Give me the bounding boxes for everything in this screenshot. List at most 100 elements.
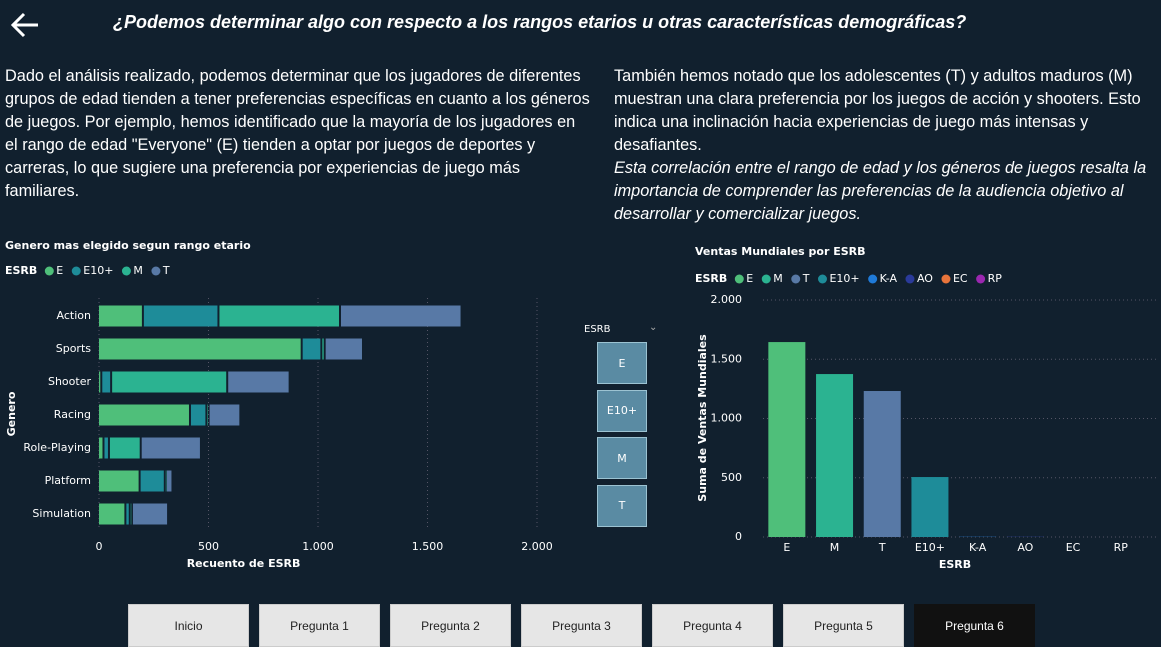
x-tick-label: 500: [198, 540, 219, 553]
legend-title: ESRB: [5, 264, 37, 277]
chart-title: Ventas Mundiales por ESRB: [695, 245, 866, 258]
bar-segment: [132, 503, 168, 525]
bar-segment: [165, 470, 167, 492]
bar: [863, 391, 901, 537]
x-tick-label: E10+: [915, 541, 945, 554]
nav-button[interactable]: Pregunta 2: [390, 604, 511, 647]
y-tick-label: 1.500: [711, 352, 743, 365]
x-axis-label: Recuento de ESRB: [187, 557, 301, 570]
x-tick-label: 1.500: [412, 540, 444, 553]
bar: [816, 374, 854, 537]
y-tick-label: Simulation: [32, 507, 91, 520]
x-tick-label: E: [783, 541, 790, 554]
bar-segment: [340, 305, 461, 327]
legend-marker: [868, 274, 878, 284]
legend-marker: [121, 266, 131, 276]
y-tick-label: 1.000: [711, 412, 743, 425]
nav-button[interactable]: Pregunta 4: [652, 604, 773, 647]
legend-label: E10+: [829, 272, 859, 285]
y-tick-label: 0: [735, 530, 742, 543]
x-tick-label: M: [830, 541, 840, 554]
nav-button[interactable]: Pregunta 5: [783, 604, 904, 647]
legend-marker: [151, 266, 161, 276]
x-tick-label: 1.000: [302, 540, 334, 553]
x-tick-label: T: [878, 541, 886, 554]
slicer-option[interactable]: M: [597, 437, 647, 479]
y-tick-label: Platform: [45, 474, 91, 487]
x-tick-label: RP: [1114, 541, 1129, 554]
y-tick-label: Shooter: [48, 375, 91, 388]
slicer-option[interactable]: T: [597, 484, 647, 527]
bar-segment: [322, 338, 324, 360]
bar-segment: [99, 371, 101, 393]
legend-label: RP: [988, 272, 1003, 285]
legend-label: K-A: [880, 272, 898, 285]
y-tick-label: Action: [57, 309, 91, 322]
bar-segment: [99, 503, 125, 525]
bar-segment: [99, 404, 189, 426]
legend-marker: [791, 274, 801, 284]
paragraph: Dado el análisis realizado, podemos dete…: [5, 67, 590, 200]
bar-segment: [104, 437, 108, 459]
x-tick-label: K-A: [969, 541, 987, 554]
legend-marker: [71, 266, 81, 276]
bar-segment: [209, 404, 240, 426]
bar-segment: [126, 503, 129, 525]
legend-marker: [905, 274, 915, 284]
bar-segment: [102, 371, 111, 393]
bar-segment: [109, 437, 140, 459]
legend-marker: [44, 266, 54, 276]
legend-marker: [817, 274, 827, 284]
x-tick-label: EC: [1066, 541, 1081, 554]
slicer-option[interactable]: E: [597, 342, 647, 384]
legend-label: T: [802, 272, 810, 285]
charts: Genero mas elegido segun rango etario ESR…: [5, 239, 1158, 571]
paragraph-text: También hemos notado que los adolescente…: [614, 67, 1141, 154]
y-axis-label: Suma de Ventas Mundiales: [696, 334, 709, 502]
legend-label: AO: [917, 272, 933, 285]
slicer-option[interactable]: E10+: [597, 389, 647, 432]
bar: [768, 342, 806, 537]
legend-title: ESRB: [695, 272, 727, 285]
legend-label: E10+: [83, 264, 113, 277]
bar-segment: [99, 305, 142, 327]
bar-segment: [140, 470, 164, 492]
x-tick-label: AO: [1017, 541, 1033, 554]
legend-label: T: [162, 264, 170, 277]
legend-marker: [734, 274, 744, 284]
x-axis-label: ESRB: [939, 558, 971, 571]
nav-button[interactable]: Pregunta 3: [521, 604, 642, 647]
legend-marker: [761, 274, 771, 284]
legend-marker: [941, 274, 951, 284]
bar-segment: [141, 437, 200, 459]
y-tick-label: Role-Playing: [23, 441, 91, 454]
y-tick-label: Sports: [56, 342, 92, 355]
nav-bar: Inicio Pregunta 1 Pregunta 2 Pregunta 3 Preg…: [128, 604, 1035, 647]
bar-segment: [166, 470, 172, 492]
slicer-dropdown[interactable]: ⌄: [649, 322, 658, 333]
bar-segment: [130, 503, 132, 525]
slicer-title: ESRB: [584, 324, 611, 335]
y-tick-label: 500: [721, 471, 742, 484]
legend-marker: [976, 274, 986, 284]
x-tick-label: 0: [96, 540, 103, 553]
bar-segment: [207, 404, 208, 426]
legend-label: E: [746, 272, 753, 285]
y-axis-label: Genero: [5, 391, 18, 436]
legend-label: M: [773, 272, 783, 285]
nav-button[interactable]: Pregunta 1: [259, 604, 380, 647]
y-tick-label: Racing: [54, 408, 91, 421]
bar: [911, 477, 949, 537]
legend-label: M: [133, 264, 143, 277]
bar-segment: [219, 305, 339, 327]
back-arrow[interactable]: [8, 5, 48, 45]
nav-button[interactable]: Pregunta 6: [914, 604, 1035, 647]
nav-button[interactable]: Inicio: [128, 604, 249, 647]
chart-title: Genero mas elegido segun rango etario: [5, 239, 251, 252]
paragraph: También hemos notado que los adolescente…: [614, 65, 1154, 226]
bar-segment: [228, 371, 289, 393]
bar-segment: [302, 338, 321, 360]
legend-label: EC: [953, 272, 968, 285]
bar-segment: [325, 338, 362, 360]
